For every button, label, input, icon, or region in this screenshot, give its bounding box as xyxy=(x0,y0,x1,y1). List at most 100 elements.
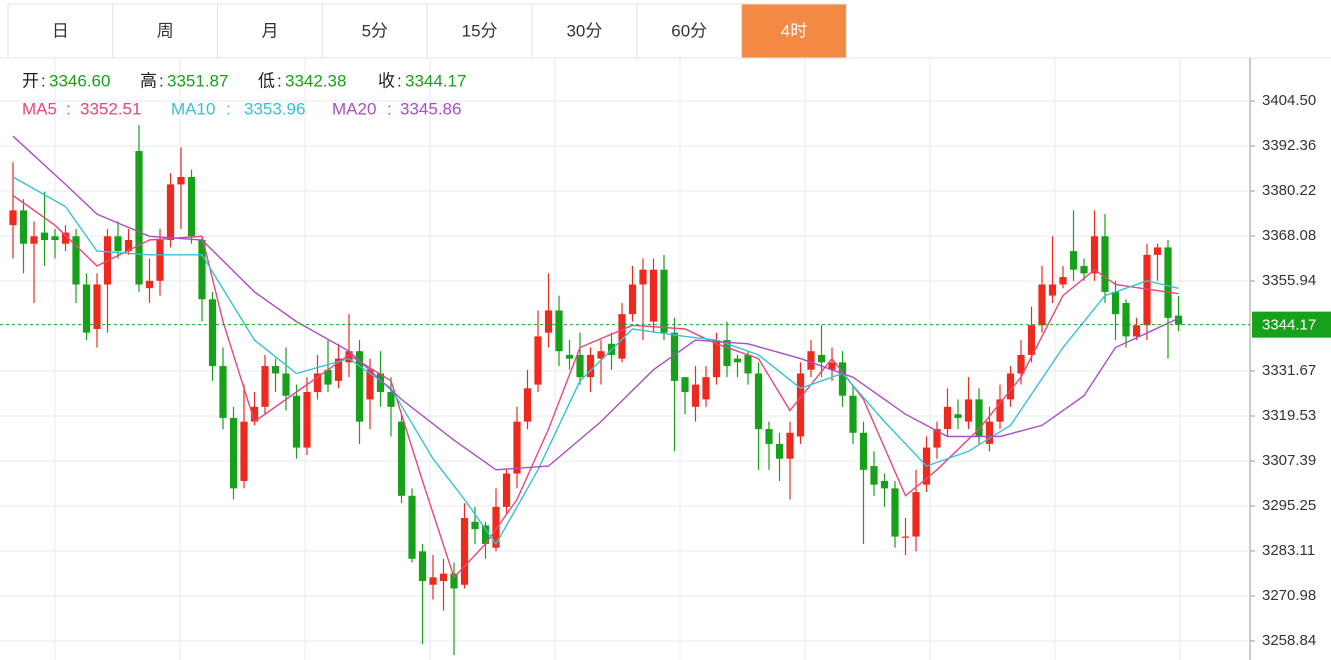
candle-body xyxy=(870,466,878,485)
ma-line xyxy=(12,194,1179,579)
candle-body xyxy=(187,176,196,237)
candle-body xyxy=(880,480,889,489)
tab-label: 30分 xyxy=(566,21,602,40)
candle-body xyxy=(481,525,490,544)
y-tick-label: 3283.11 xyxy=(1262,542,1315,559)
candle-body xyxy=(954,414,962,418)
candle-body xyxy=(786,432,794,459)
tab[interactable] xyxy=(7,3,114,59)
candle-body xyxy=(219,366,227,418)
y-tick-label: 3270.98 xyxy=(1262,587,1316,604)
candle-body xyxy=(534,336,542,385)
candle-body xyxy=(628,284,637,315)
candle-body xyxy=(1153,247,1162,255)
ma-value: 3352.51 xyxy=(80,99,141,118)
candle-body xyxy=(429,577,437,585)
candle-body xyxy=(775,443,784,459)
candle-body xyxy=(555,310,563,352)
candle-body xyxy=(1111,291,1120,315)
candle-body xyxy=(376,373,385,392)
candle-body xyxy=(817,354,826,363)
current-price-label: 3344.17 xyxy=(1262,317,1316,334)
candle-body xyxy=(765,429,773,444)
tab-label: 日 xyxy=(52,21,69,40)
candle-body xyxy=(586,354,595,378)
candle-body xyxy=(618,314,626,359)
candle-body xyxy=(439,573,448,582)
y-tick-label: 3404.50 xyxy=(1262,92,1316,109)
candle-body xyxy=(1069,251,1078,270)
ma-name: MA20 xyxy=(332,99,376,118)
ma-value: 3353.96 xyxy=(244,99,305,118)
candle-body xyxy=(901,536,910,538)
candle-body xyxy=(933,429,941,448)
tab[interactable] xyxy=(112,3,219,59)
ohlc-value: 3346.60 xyxy=(49,71,110,90)
candle-body xyxy=(859,432,868,470)
candle-body xyxy=(996,399,1004,422)
candle-body xyxy=(355,351,364,422)
candle-body xyxy=(1027,325,1036,355)
candle-body xyxy=(891,488,899,537)
candle-body xyxy=(40,232,49,241)
candle-body xyxy=(460,518,469,585)
ohlc-value: 3342.38 xyxy=(285,71,346,90)
candle-body xyxy=(135,151,143,285)
candle-body xyxy=(912,492,920,537)
candle-body xyxy=(156,240,164,281)
candle-body xyxy=(1132,325,1141,337)
candle-body xyxy=(198,240,206,300)
ohlc-value: 3351.87 xyxy=(167,71,228,90)
tab[interactable] xyxy=(217,3,323,59)
candle-body xyxy=(261,366,269,407)
tab[interactable] xyxy=(741,3,847,59)
ma-line xyxy=(12,176,1179,546)
candle-body xyxy=(1164,247,1172,318)
vertical-grid xyxy=(54,58,1181,660)
ohlc-colon: : xyxy=(277,71,282,90)
y-tick-label: 3355.94 xyxy=(1262,272,1316,289)
candle-body xyxy=(345,351,353,363)
candle-body xyxy=(565,354,574,359)
candle-body xyxy=(292,395,301,448)
ohlc-label: 开 xyxy=(22,71,39,90)
candle-body xyxy=(271,366,280,374)
candle-body xyxy=(670,332,679,381)
candle-body xyxy=(943,406,952,430)
candle-body xyxy=(1090,236,1099,274)
y-tick-label: 3331.67 xyxy=(1262,362,1316,379)
candle-body xyxy=(1101,236,1109,292)
candle-body xyxy=(660,269,668,333)
candle-body xyxy=(61,232,70,244)
candle-body xyxy=(471,521,479,530)
candle-body xyxy=(523,388,532,422)
tab-label: 60分 xyxy=(671,21,707,40)
candle-body xyxy=(649,269,658,322)
ma-colon: : xyxy=(66,99,71,118)
candle-body xyxy=(733,358,742,363)
candle-body xyxy=(1048,284,1057,296)
y-tick-label: 3392.36 xyxy=(1262,137,1316,154)
candle-body xyxy=(1038,284,1046,326)
candle-body xyxy=(145,280,154,289)
tab-label: 15分 xyxy=(462,21,498,40)
tab-label: 5分 xyxy=(362,21,388,40)
tab[interactable] xyxy=(636,3,743,59)
candle-body xyxy=(838,362,847,396)
candle-body xyxy=(82,284,91,333)
candle-body xyxy=(985,421,994,444)
candle-body xyxy=(492,506,500,548)
candle-body xyxy=(313,373,322,392)
candle-body xyxy=(19,210,28,244)
candle-body xyxy=(408,495,416,559)
candle-body xyxy=(30,236,38,244)
candle-body xyxy=(576,354,584,378)
candle-body xyxy=(166,184,175,241)
candle-body xyxy=(282,373,290,396)
ohlc-colon: : xyxy=(159,71,164,90)
candle-body xyxy=(681,377,689,392)
y-tick-label: 3258.84 xyxy=(1262,632,1316,649)
candle-body xyxy=(124,240,133,252)
ma-value: 3345.86 xyxy=(400,99,461,118)
y-tick-label: 3368.08 xyxy=(1262,227,1316,244)
